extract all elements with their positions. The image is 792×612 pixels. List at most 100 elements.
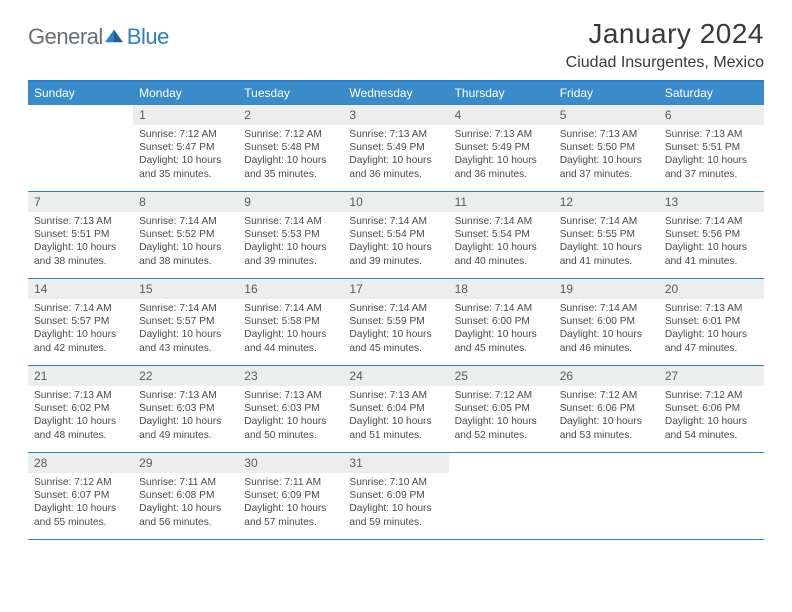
- weekday-header: Monday: [133, 82, 238, 105]
- sunset-line: Sunset: 6:07 PM: [34, 489, 127, 502]
- sunrise-line: Sunrise: 7:12 AM: [455, 389, 548, 402]
- day-details: Sunrise: 7:14 AMSunset: 6:00 PMDaylight:…: [449, 299, 554, 360]
- sunset-line: Sunset: 6:06 PM: [665, 402, 758, 415]
- sunset-line: Sunset: 5:49 PM: [349, 141, 442, 154]
- sunset-line: Sunset: 5:54 PM: [349, 228, 442, 241]
- sunset-line: Sunset: 6:09 PM: [349, 489, 442, 502]
- day-details: Sunrise: 7:11 AMSunset: 6:09 PMDaylight:…: [238, 473, 343, 534]
- day-details: Sunrise: 7:13 AMSunset: 6:04 PMDaylight:…: [343, 386, 448, 447]
- sunrise-line: Sunrise: 7:14 AM: [139, 215, 232, 228]
- sunset-line: Sunset: 6:06 PM: [560, 402, 653, 415]
- daylight-line: Daylight: 10 hours and 50 minutes.: [244, 415, 337, 441]
- sunrise-line: Sunrise: 7:13 AM: [34, 389, 127, 402]
- daylight-line: Daylight: 10 hours and 45 minutes.: [349, 328, 442, 354]
- day-cell: 30Sunrise: 7:11 AMSunset: 6:09 PMDayligh…: [238, 453, 343, 539]
- day-number: [28, 105, 133, 111]
- day-details: Sunrise: 7:14 AMSunset: 5:53 PMDaylight:…: [238, 212, 343, 273]
- daylight-line: Daylight: 10 hours and 46 minutes.: [560, 328, 653, 354]
- day-cell: 4Sunrise: 7:13 AMSunset: 5:49 PMDaylight…: [449, 105, 554, 191]
- daylight-line: Daylight: 10 hours and 37 minutes.: [665, 154, 758, 180]
- day-number: 17: [343, 279, 448, 299]
- sunset-line: Sunset: 6:03 PM: [244, 402, 337, 415]
- sunset-line: Sunset: 5:51 PM: [34, 228, 127, 241]
- day-cell: 26Sunrise: 7:12 AMSunset: 6:06 PMDayligh…: [554, 366, 659, 452]
- day-number: 27: [659, 366, 764, 386]
- day-number: 18: [449, 279, 554, 299]
- sunrise-line: Sunrise: 7:10 AM: [349, 476, 442, 489]
- sunset-line: Sunset: 5:56 PM: [665, 228, 758, 241]
- day-details: Sunrise: 7:13 AMSunset: 5:51 PMDaylight:…: [28, 212, 133, 273]
- day-cell: 28Sunrise: 7:12 AMSunset: 6:07 PMDayligh…: [28, 453, 133, 539]
- sunset-line: Sunset: 6:00 PM: [560, 315, 653, 328]
- daylight-line: Daylight: 10 hours and 41 minutes.: [560, 241, 653, 267]
- sunrise-line: Sunrise: 7:13 AM: [244, 389, 337, 402]
- day-details: Sunrise: 7:14 AMSunset: 5:55 PMDaylight:…: [554, 212, 659, 273]
- weekday-header: Sunday: [28, 82, 133, 105]
- daylight-line: Daylight: 10 hours and 44 minutes.: [244, 328, 337, 354]
- day-details: Sunrise: 7:13 AMSunset: 6:01 PMDaylight:…: [659, 299, 764, 360]
- sunrise-line: Sunrise: 7:14 AM: [349, 302, 442, 315]
- day-cell: 17Sunrise: 7:14 AMSunset: 5:59 PMDayligh…: [343, 279, 448, 365]
- day-number: 20: [659, 279, 764, 299]
- day-details: Sunrise: 7:13 AMSunset: 6:03 PMDaylight:…: [238, 386, 343, 447]
- daylight-line: Daylight: 10 hours and 39 minutes.: [349, 241, 442, 267]
- daylight-line: Daylight: 10 hours and 52 minutes.: [455, 415, 548, 441]
- day-details: Sunrise: 7:12 AMSunset: 6:05 PMDaylight:…: [449, 386, 554, 447]
- day-details: Sunrise: 7:14 AMSunset: 5:57 PMDaylight:…: [28, 299, 133, 360]
- day-cell: 2Sunrise: 7:12 AMSunset: 5:48 PMDaylight…: [238, 105, 343, 191]
- day-number: 8: [133, 192, 238, 212]
- day-cell: [449, 453, 554, 539]
- day-cell: 6Sunrise: 7:13 AMSunset: 5:51 PMDaylight…: [659, 105, 764, 191]
- day-number: [659, 453, 764, 459]
- sunset-line: Sunset: 5:57 PM: [139, 315, 232, 328]
- weekday-header: Thursday: [449, 82, 554, 105]
- sunset-line: Sunset: 5:47 PM: [139, 141, 232, 154]
- sunrise-line: Sunrise: 7:14 AM: [244, 215, 337, 228]
- sunrise-line: Sunrise: 7:14 AM: [560, 215, 653, 228]
- sunrise-line: Sunrise: 7:11 AM: [139, 476, 232, 489]
- sunrise-line: Sunrise: 7:13 AM: [455, 128, 548, 141]
- day-number: 30: [238, 453, 343, 473]
- daylight-line: Daylight: 10 hours and 53 minutes.: [560, 415, 653, 441]
- sunrise-line: Sunrise: 7:12 AM: [244, 128, 337, 141]
- day-number: 4: [449, 105, 554, 125]
- daylight-line: Daylight: 10 hours and 36 minutes.: [455, 154, 548, 180]
- sunrise-line: Sunrise: 7:14 AM: [349, 215, 442, 228]
- day-details: Sunrise: 7:12 AMSunset: 6:06 PMDaylight:…: [554, 386, 659, 447]
- day-cell: 18Sunrise: 7:14 AMSunset: 6:00 PMDayligh…: [449, 279, 554, 365]
- sunset-line: Sunset: 6:00 PM: [455, 315, 548, 328]
- brand-text-1: General: [28, 24, 103, 50]
- day-number: 6: [659, 105, 764, 125]
- sunset-line: Sunset: 5:51 PM: [665, 141, 758, 154]
- week-row: 28Sunrise: 7:12 AMSunset: 6:07 PMDayligh…: [28, 453, 764, 540]
- day-details: Sunrise: 7:14 AMSunset: 5:54 PMDaylight:…: [343, 212, 448, 273]
- location-label: Ciudad Insurgentes, Mexico: [566, 54, 764, 72]
- day-number: 22: [133, 366, 238, 386]
- day-details: Sunrise: 7:13 AMSunset: 5:51 PMDaylight:…: [659, 125, 764, 186]
- sunrise-line: Sunrise: 7:13 AM: [139, 389, 232, 402]
- day-cell: 7Sunrise: 7:13 AMSunset: 5:51 PMDaylight…: [28, 192, 133, 278]
- sunrise-line: Sunrise: 7:12 AM: [139, 128, 232, 141]
- sunrise-line: Sunrise: 7:11 AM: [244, 476, 337, 489]
- day-number: 3: [343, 105, 448, 125]
- day-number: 24: [343, 366, 448, 386]
- day-cell: [659, 453, 764, 539]
- sunset-line: Sunset: 5:57 PM: [34, 315, 127, 328]
- week-row: 14Sunrise: 7:14 AMSunset: 5:57 PMDayligh…: [28, 279, 764, 366]
- sunset-line: Sunset: 6:01 PM: [665, 315, 758, 328]
- weekday-header: Friday: [554, 82, 659, 105]
- day-cell: 15Sunrise: 7:14 AMSunset: 5:57 PMDayligh…: [133, 279, 238, 365]
- sunrise-line: Sunrise: 7:13 AM: [665, 128, 758, 141]
- day-number: 5: [554, 105, 659, 125]
- sunrise-line: Sunrise: 7:14 AM: [244, 302, 337, 315]
- sunrise-line: Sunrise: 7:12 AM: [560, 389, 653, 402]
- day-details: Sunrise: 7:12 AMSunset: 6:06 PMDaylight:…: [659, 386, 764, 447]
- day-number: 25: [449, 366, 554, 386]
- day-details: Sunrise: 7:12 AMSunset: 5:47 PMDaylight:…: [133, 125, 238, 186]
- sunset-line: Sunset: 6:03 PM: [139, 402, 232, 415]
- day-details: Sunrise: 7:11 AMSunset: 6:08 PMDaylight:…: [133, 473, 238, 534]
- sunset-line: Sunset: 5:58 PM: [244, 315, 337, 328]
- day-cell: 29Sunrise: 7:11 AMSunset: 6:08 PMDayligh…: [133, 453, 238, 539]
- daylight-line: Daylight: 10 hours and 35 minutes.: [139, 154, 232, 180]
- day-details: Sunrise: 7:14 AMSunset: 5:54 PMDaylight:…: [449, 212, 554, 273]
